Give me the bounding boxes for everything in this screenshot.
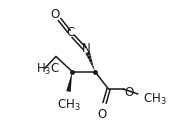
Text: C: C: [66, 26, 74, 39]
Text: N: N: [82, 42, 91, 55]
Text: O: O: [97, 108, 106, 121]
Polygon shape: [66, 72, 72, 92]
Text: CH$_3$: CH$_3$: [143, 92, 167, 107]
Text: O: O: [124, 86, 133, 99]
Text: CH$_3$: CH$_3$: [57, 98, 81, 113]
Text: O: O: [51, 8, 60, 21]
Text: H$_3$C: H$_3$C: [36, 62, 60, 77]
